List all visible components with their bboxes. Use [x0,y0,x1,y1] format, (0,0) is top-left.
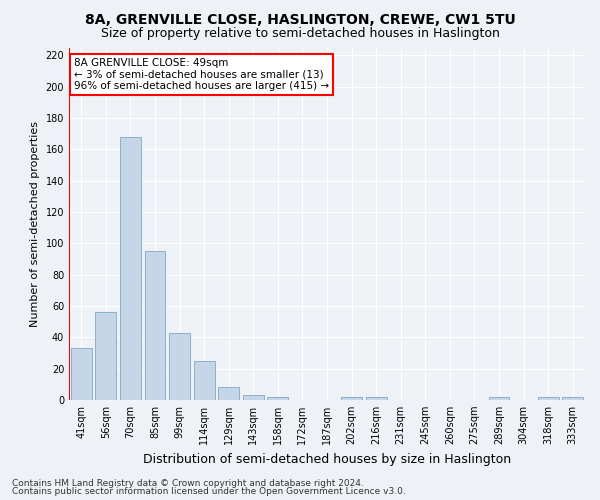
Bar [95,312,116,400]
Bar [120,137,141,400]
Text: Size of property relative to semi-detached houses in Haslington: Size of property relative to semi-detach… [101,28,499,40]
Bar [71,348,92,400]
Bar [562,397,583,400]
Bar [488,397,509,400]
Bar [243,396,264,400]
Bar [538,397,559,400]
Bar [194,361,215,400]
Bar [145,251,166,400]
Text: Contains public sector information licensed under the Open Government Licence v3: Contains public sector information licen… [12,487,406,496]
Bar [365,397,386,400]
Text: 8A, GRENVILLE CLOSE, HASLINGTON, CREWE, CW1 5TU: 8A, GRENVILLE CLOSE, HASLINGTON, CREWE, … [85,12,515,26]
Bar [169,332,190,400]
Y-axis label: Number of semi-detached properties: Number of semi-detached properties [30,120,40,327]
Bar [268,397,289,400]
Bar [341,397,362,400]
Text: Contains HM Land Registry data © Crown copyright and database right 2024.: Contains HM Land Registry data © Crown c… [12,478,364,488]
X-axis label: Distribution of semi-detached houses by size in Haslington: Distribution of semi-detached houses by … [143,452,511,466]
Bar [218,388,239,400]
Text: 8A GRENVILLE CLOSE: 49sqm
← 3% of semi-detached houses are smaller (13)
96% of s: 8A GRENVILLE CLOSE: 49sqm ← 3% of semi-d… [74,58,329,92]
